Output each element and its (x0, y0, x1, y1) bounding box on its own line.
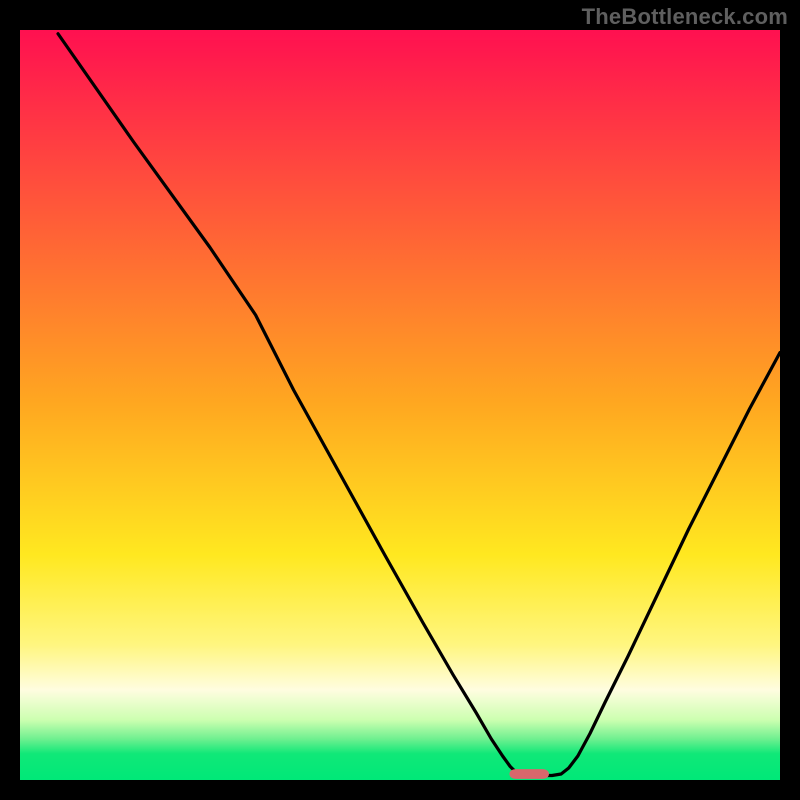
bottleneck-chart (20, 30, 780, 780)
watermark-text: TheBottleneck.com (582, 4, 788, 30)
optimal-zone-marker (509, 769, 549, 779)
plot-area (20, 30, 780, 780)
chart-frame: TheBottleneck.com (0, 0, 800, 800)
